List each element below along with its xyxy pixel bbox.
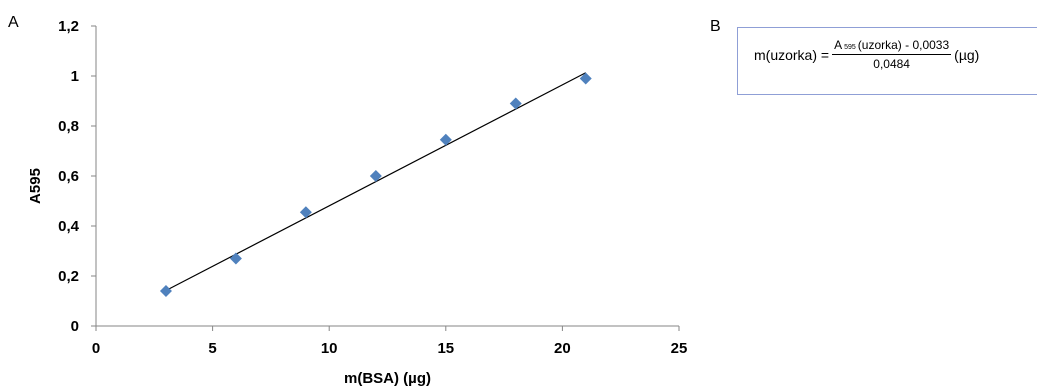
formula-lhs: m(uzorka) =: [754, 46, 830, 63]
x-axis-title: m(BSA) (µg): [344, 370, 431, 387]
formula-denominator: 0,0484: [873, 57, 910, 71]
x-tick-label: 15: [437, 340, 454, 357]
formula-numerator-subscript: 595: [844, 44, 856, 51]
y-tick-label: 1,2: [58, 18, 79, 35]
formula: m(uzorka) = A 595 (uzorka) - 0,0033 0,0484…: [754, 38, 979, 71]
data-point: [229, 252, 242, 265]
y-tick-label: 0: [71, 318, 79, 335]
data-point: [579, 72, 592, 85]
data-point: [369, 170, 382, 182]
chart-points: [159, 72, 592, 297]
x-tick-label: 10: [321, 340, 338, 357]
x-tick-label: 5: [208, 340, 216, 357]
formula-fraction: A 595 (uzorka) - 0,0033 0,0484: [832, 38, 952, 71]
chart-axes: 0 5 10 15 20 25 0 0,2 0,4 0,6 0,8 1 1,2: [58, 18, 687, 357]
panel-label-b: B: [710, 18, 721, 35]
formula-unit: (µg): [954, 46, 980, 63]
data-point: [159, 285, 172, 297]
x-tick-label: 0: [92, 340, 100, 357]
x-tick-label: 20: [554, 340, 571, 357]
data-point: [299, 206, 312, 219]
formula-numerator: A 595 (uzorka) - 0,0033: [832, 38, 952, 55]
formula-numerator-rest: (uzorka) - 0,0033: [857, 38, 950, 52]
data-point: [509, 97, 522, 110]
y-axis-title: A595: [27, 168, 44, 204]
y-tick-label: 1: [71, 68, 79, 85]
y-tick-label: 0,8: [58, 118, 79, 135]
y-tick-label: 0,4: [58, 218, 80, 235]
panel-label-a: A: [8, 14, 19, 31]
y-tick-label: 0,6: [58, 168, 79, 185]
x-tick-label: 25: [671, 340, 688, 357]
formula-numerator-prefix: A: [834, 38, 843, 52]
y-tick-label: 0,2: [58, 268, 79, 285]
formula-box: m(uzorka) = A 595 (uzorka) - 0,0033 0,0484…: [737, 27, 1037, 95]
data-point: [439, 133, 452, 146]
